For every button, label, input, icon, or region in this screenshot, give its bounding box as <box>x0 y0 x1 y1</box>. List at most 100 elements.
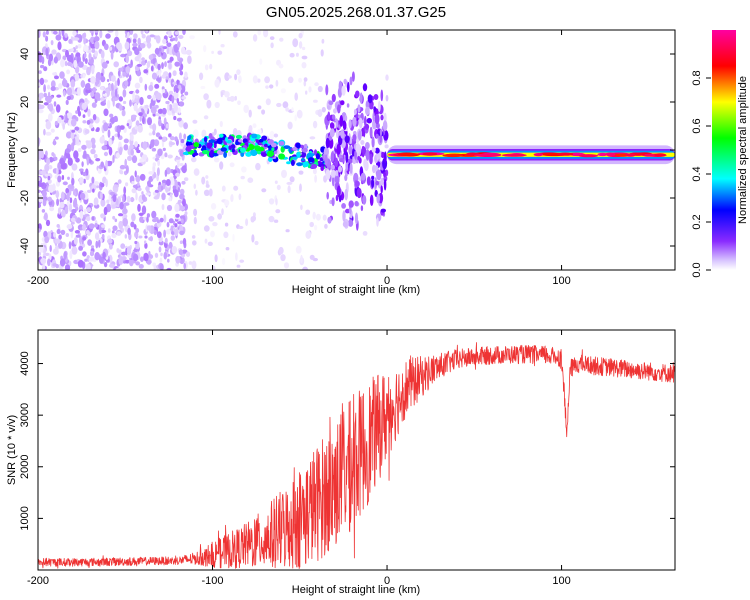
spectrogram-cell <box>208 188 213 197</box>
spectrogram-cell <box>375 133 379 139</box>
spectrogram-cell <box>361 146 366 155</box>
spectrogram-cell <box>91 102 97 108</box>
spectrogram-cell <box>229 95 235 102</box>
spectrogram-cell <box>77 148 82 152</box>
spectrogram-cell <box>347 81 350 93</box>
spectrogram-cell <box>59 258 66 267</box>
spectrogram-cell <box>121 256 127 261</box>
spectrogram-cell <box>176 117 182 122</box>
spectrogram-cell <box>280 254 286 262</box>
spectrogram-cell <box>109 46 113 51</box>
spectrogram-cell <box>58 234 62 240</box>
spectrogram-cell <box>89 250 95 257</box>
spectrogram-cell <box>91 65 95 75</box>
spectrogram-cell <box>95 158 101 162</box>
spectrogram-cell <box>100 198 106 207</box>
spectrogram-cell <box>385 169 389 177</box>
spectrogram-cell <box>309 254 315 260</box>
spectrogram-cell <box>237 100 241 106</box>
spectrogram-cell <box>124 41 130 50</box>
spectrogram-cell <box>320 165 325 171</box>
spectrogram-cell <box>292 38 299 48</box>
spectrogram-cell <box>70 48 74 52</box>
spectrogram-cell <box>347 158 353 164</box>
spectrogram-cell <box>248 143 255 151</box>
spectrogram-cell <box>93 153 98 159</box>
spectrogram-cell <box>148 84 154 92</box>
spectrogram-cell <box>193 168 200 176</box>
spectrogram-cell <box>70 217 76 222</box>
spectrogram-cell <box>339 158 345 163</box>
spectrogram-cell <box>52 72 57 76</box>
spectrogram-cell <box>156 167 160 177</box>
spectrogram-cell <box>108 161 113 165</box>
spectrogram-cell <box>376 193 381 204</box>
spectrogram-segment-signal-onset <box>182 132 329 171</box>
spectrogram-cell <box>301 147 308 153</box>
spectrogram-cell <box>102 251 106 259</box>
spectrogram-cell <box>227 151 232 157</box>
spectrogram-cell <box>71 129 76 133</box>
spectrogram-cell <box>148 171 154 175</box>
spectrogram-cell <box>113 61 119 68</box>
colorbar-tick-label: 0.2 <box>691 214 703 229</box>
spectrogram-cell <box>161 74 167 79</box>
spectrogram-cell <box>604 152 616 156</box>
spectrogram-cell <box>95 240 99 249</box>
spectrogram-cell <box>131 188 137 194</box>
spectrogram-cell <box>174 36 178 42</box>
spectrogram-cell <box>111 233 117 239</box>
spectrogram-cell <box>300 204 303 210</box>
spectrogram-cell <box>338 80 343 93</box>
spectrogram-cell <box>309 153 315 157</box>
spectrogram-cell <box>195 189 198 196</box>
spectrogram-cell <box>139 115 142 122</box>
spectrogram-cell <box>85 230 90 235</box>
spectrogram-cell <box>137 187 142 192</box>
spectrogram-cell <box>169 142 176 146</box>
spectrogram-cell <box>213 157 220 163</box>
spectrogram-cell <box>56 228 61 235</box>
spectrogram-cell <box>51 152 55 157</box>
spectrogram-cell <box>80 80 86 88</box>
spectrogram-cell <box>362 83 368 92</box>
spectrogram-cell <box>144 59 148 64</box>
spectrogram-cell <box>201 150 209 155</box>
spectrogram-cell <box>217 137 223 145</box>
spectrogram-cell <box>142 141 148 150</box>
spectrogram-cell <box>153 195 160 200</box>
spectrogram-cell <box>163 229 167 238</box>
spectrogram-cell <box>83 150 87 159</box>
spectrogram-cell <box>92 87 97 93</box>
spectrogram-cell <box>193 183 197 190</box>
spectrogram-cell <box>45 120 52 130</box>
spectrogram-cell <box>264 76 270 84</box>
spectrogram-cell <box>57 175 62 183</box>
snr-frame <box>37 329 676 571</box>
spectrogram-cell <box>152 94 156 101</box>
spectrogram-cell <box>164 152 168 158</box>
spectrogram-cell <box>66 69 71 75</box>
spectrogram-cell <box>101 224 106 228</box>
spectrogram-cell <box>168 30 172 37</box>
spectrogram-cell <box>296 162 304 166</box>
spectrogram-cell <box>183 133 187 140</box>
spectrogram-cell <box>187 55 192 64</box>
spectrogram-cell <box>335 194 339 202</box>
spectrogram-cell <box>91 216 95 221</box>
spectrogram-cell <box>124 80 129 87</box>
spectrogram-cell <box>105 33 111 39</box>
spectrogram-heatmap <box>38 30 675 270</box>
spectrogram-cell <box>100 229 107 233</box>
spectrogram-cell <box>320 49 324 57</box>
spectrogram-cell <box>118 213 124 217</box>
spectrogram-cell <box>48 200 53 206</box>
spectrogram-cell <box>301 46 306 51</box>
spectrogram-cell <box>342 210 346 222</box>
spectrogram-cell <box>116 42 122 50</box>
colorbar-gradient <box>712 30 736 270</box>
spectrogram-cell <box>50 40 54 46</box>
spectrogram-cell <box>383 151 387 164</box>
spectrogram-cell <box>95 81 98 87</box>
colorbar-tick-label: 0.8 <box>691 70 703 85</box>
